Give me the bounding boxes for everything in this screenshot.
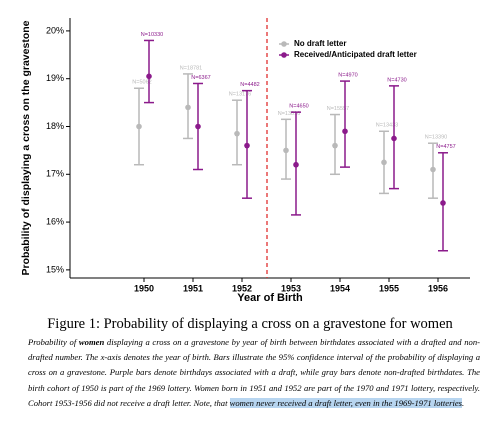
n-label: N=4757 <box>436 144 455 150</box>
caption-highlight: women never received a draft letter, eve… <box>229 397 462 408</box>
n-label: N=13390 <box>425 135 447 141</box>
point <box>293 161 299 168</box>
caption-body: Probability of women displaying a cross … <box>28 335 480 411</box>
point <box>391 135 397 142</box>
caption-bold: women <box>78 337 105 347</box>
n-label: N=18781 <box>180 65 202 71</box>
n-label: N=4970 <box>338 73 357 79</box>
point <box>381 159 387 166</box>
n-label: N=4730 <box>387 77 406 83</box>
point <box>244 142 250 149</box>
x-tick-label: 1955 <box>379 283 399 293</box>
y-tick-label: 17% <box>46 169 64 179</box>
n-label: N=4482 <box>240 82 259 88</box>
n-label: N=13816 <box>278 111 300 117</box>
n-label: N=5062 <box>132 80 151 86</box>
chart: Year of Birth Probability of displaying … <box>20 18 470 304</box>
point <box>195 123 201 130</box>
legend-label: No draft letter <box>294 39 346 48</box>
n-label: N=13433 <box>376 123 398 129</box>
n-label: N=6367 <box>191 75 210 81</box>
legend-marker <box>281 41 287 47</box>
point <box>440 200 446 206</box>
n-label: N=15557 <box>327 106 349 112</box>
caption-title: Figure 1: Probability of displaying a cr… <box>47 316 453 332</box>
caption-text: . <box>462 397 465 408</box>
point <box>234 130 240 137</box>
x-tick-label: 1954 <box>330 283 350 293</box>
x-tick-label: 1953 <box>281 283 301 293</box>
x-tick-label: 1956 <box>428 283 448 293</box>
n-label: N=10330 <box>141 32 163 38</box>
x-tick-label: 1950 <box>134 283 154 293</box>
point <box>185 104 191 111</box>
point <box>430 166 436 173</box>
y-tick-label: 19% <box>46 73 64 83</box>
x-tick-label: 1951 <box>183 283 203 293</box>
y-tick-label: 16% <box>46 216 64 226</box>
point <box>283 147 289 154</box>
point <box>342 128 348 135</box>
y-tick-label: 15% <box>46 264 64 274</box>
caption-text: Probability of <box>28 337 79 347</box>
y-tick-label: 20% <box>46 25 64 35</box>
point <box>136 123 142 130</box>
point <box>146 73 152 80</box>
n-label: N=4650 <box>289 104 308 110</box>
x-axis-label: Year of Birth <box>237 292 303 304</box>
caption-text: displaying a cross on a gravestone by ye… <box>28 337 480 408</box>
legend-marker <box>281 52 287 58</box>
x-tick-label: 1952 <box>232 283 252 293</box>
y-axis-label: Probability of displaying a cross on the… <box>20 20 32 275</box>
y-tick-label: 18% <box>46 121 64 131</box>
point <box>332 142 338 149</box>
n-label: N=13176 <box>229 92 251 98</box>
legend-label: Received/Anticipated draft letter <box>294 50 417 59</box>
